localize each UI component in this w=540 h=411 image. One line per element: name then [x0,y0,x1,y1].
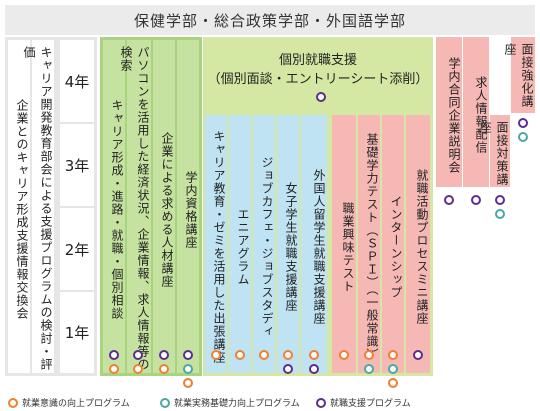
marker [364,364,374,374]
marker [388,350,398,360]
marker [388,364,398,374]
marker [388,378,398,388]
green-column-4: 学内資格講座 [177,40,199,373]
marker [495,195,505,205]
blue-column-1: キャリア教育・ゼミを活用した出張講座 [205,115,227,373]
green-column-1: キャリア形成・進路・就職・個別相談 [103,40,125,373]
marker [444,195,454,205]
blue-column-4: 女子学生就職支援講座 [277,115,299,373]
right-column-2: 求人情報配信 [463,37,489,187]
marker [211,350,221,360]
marker [364,350,374,360]
legend-item-1: 就業意識の向上プログラム [8,396,130,409]
banner-line-2: （個別面談・エントリーシート添削） [207,72,429,87]
gray-column-1: 企業とのキャリア形成支援情報交換会 [8,40,30,373]
legend-label-2: 就業実務基礎力向上プログラム [174,399,300,409]
marker [471,195,481,205]
legend-teal-icon [160,397,170,408]
legend-purple-icon [316,397,326,408]
pink-column-4: 就職活動プロセスミニ講座 [406,115,430,373]
right-column-1: 学内合同企業説明会 [436,37,462,187]
blue-column-2: エニアグラム [229,115,251,373]
marker [339,350,349,360]
right-column-3: 面接対策講座 [478,115,510,187]
right-column-4: 面接強化講座 [503,37,535,113]
blue-column-3: ジョブカフェ・ジョブスタディ [253,115,275,373]
marker [109,350,119,360]
gray-column-2: キャリア開発教育部会による支援プログラムの検討・評価 [22,40,54,373]
pink-column-2: 基礎学力テスト（ＳＰＩ）（一般常識） [358,115,380,373]
green-column-2: パソコンを活用した経済状況、企業情報、求人情報等の検索 [119,40,151,373]
grade-4: 4年 [60,40,94,122]
marker [133,350,143,360]
marker [159,364,169,374]
marker [183,350,193,360]
diagram-title: 保健学部・総合政策学部・外国語学部 [5,5,535,35]
marker [183,378,193,388]
banner-purple-marker [316,92,326,102]
marker [109,364,119,374]
legend-label-3: 就職支援プログラム [330,399,411,409]
grade-2: 2年 [60,208,94,290]
legend-item-3: 就職支援プログラム [316,396,411,409]
marker [283,364,293,374]
marker [259,350,269,360]
grade-3: 3年 [60,124,94,206]
pink-column-3: インターンシップ [382,115,404,373]
marker [159,350,169,360]
legend-item-2: 就業実務基礎力向上プログラム [160,396,300,409]
grade-1: 1年 [60,292,94,373]
blue-column-5: 外国人留学生就職支援講座 [301,115,327,373]
pink-column-1: 職業興味テスト [332,115,356,373]
marker [235,350,245,360]
marker [183,364,193,374]
marker [133,364,143,374]
marker [518,118,528,128]
green-column-3: 企業による求める人材講座 [153,40,175,373]
marker [518,132,528,142]
marker [283,350,293,360]
legend-orange-icon [8,397,18,408]
marker [413,350,423,360]
banner-line-1: 個別就職支援 [278,53,357,68]
individual-support-banner: 個別就職支援 （個別面談・エントリーシート添削） [207,47,429,113]
legend-label-1: 就業意識の向上プログラム [22,399,130,409]
marker [309,364,319,374]
marker [309,350,319,360]
marker [495,209,505,219]
